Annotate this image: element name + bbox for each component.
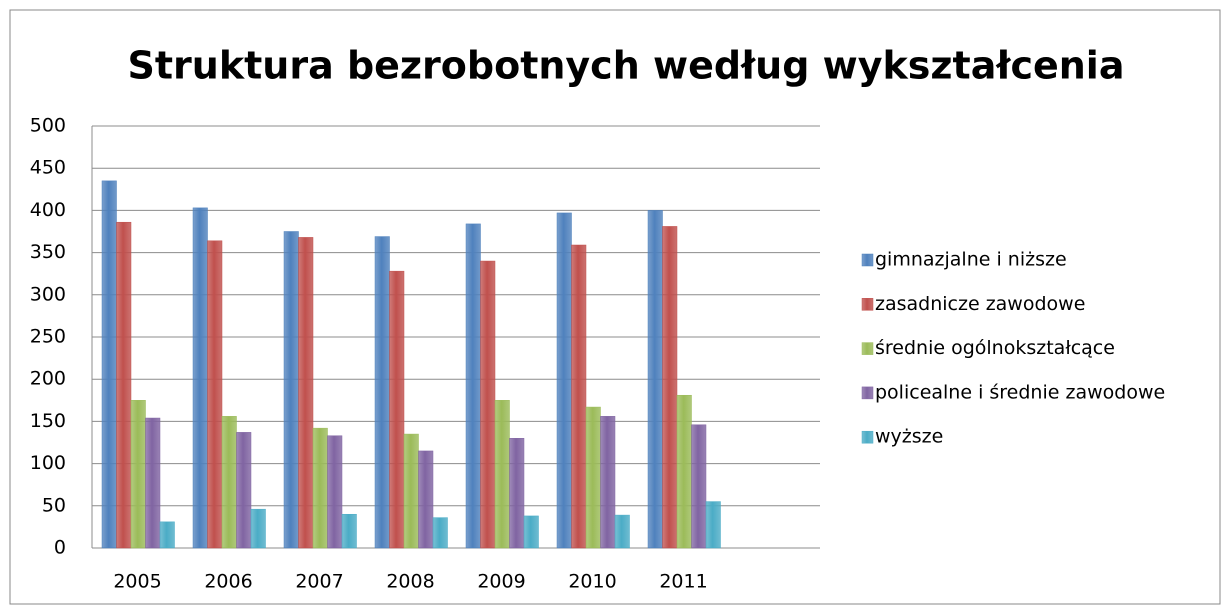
bar [283, 231, 299, 549]
bar [509, 438, 525, 549]
bar [480, 260, 496, 549]
bar [250, 508, 266, 549]
y-tick-label: 200 [30, 368, 66, 390]
bar [523, 515, 539, 549]
bar [418, 450, 434, 549]
legend-label: policealne i średnie zawodowe [875, 381, 1165, 403]
bar [221, 416, 237, 549]
bar [556, 212, 572, 549]
legend-swatch [861, 342, 874, 355]
bar [600, 416, 616, 549]
y-tick-label: 150 [30, 410, 66, 432]
bar [101, 180, 117, 549]
bar [465, 223, 481, 549]
y-tick-label: 500 [30, 115, 66, 137]
y-tick-label: 450 [30, 157, 66, 179]
bar [571, 244, 587, 549]
bar [116, 221, 132, 549]
bar [432, 517, 448, 549]
y-tick-label: 300 [30, 283, 66, 305]
x-tick-label: 2008 [386, 571, 434, 593]
bar [130, 400, 146, 549]
y-tick-label: 400 [30, 199, 66, 221]
y-tick-label: 50 [42, 494, 66, 516]
bar [374, 236, 390, 549]
x-tick-label: 2006 [204, 571, 252, 593]
legend-swatch [861, 253, 874, 267]
y-tick-label: 0 [54, 537, 66, 559]
legend-label: wyższe [875, 426, 943, 448]
legend-label: średnie ogólnokształcące [875, 337, 1115, 359]
bar [145, 417, 161, 549]
bar [327, 435, 343, 549]
bar [585, 406, 601, 549]
bar [614, 514, 630, 549]
bar [662, 226, 678, 549]
chart-title: Struktura bezrobotnych według wykształce… [128, 44, 1125, 88]
bar [389, 270, 405, 549]
x-tick-label: 2010 [568, 571, 616, 593]
bar [312, 427, 328, 549]
x-tick-label: 2007 [295, 571, 343, 593]
bar [403, 433, 419, 549]
legend-label: gimnazjalne i niższe [875, 249, 1067, 271]
bar [207, 240, 223, 549]
bar [691, 424, 707, 549]
legend-swatch [861, 430, 874, 444]
bar [676, 394, 692, 549]
y-tick-label: 100 [30, 452, 66, 474]
bar [159, 521, 175, 549]
x-tick-label: 2011 [659, 571, 707, 593]
bar [298, 237, 314, 549]
bar [705, 501, 721, 549]
bar [236, 432, 252, 549]
legend-label: zasadnicze zawodowe [875, 293, 1085, 315]
legend-swatch [861, 298, 874, 311]
x-tick-label: 2009 [477, 571, 525, 593]
bar [341, 513, 357, 549]
bar [494, 400, 510, 549]
y-tick-label: 350 [30, 241, 66, 263]
bar [192, 207, 208, 549]
legend-swatch [861, 386, 874, 400]
y-tick-label: 250 [30, 326, 66, 348]
x-tick-label: 2005 [113, 571, 161, 593]
bar [647, 210, 663, 549]
